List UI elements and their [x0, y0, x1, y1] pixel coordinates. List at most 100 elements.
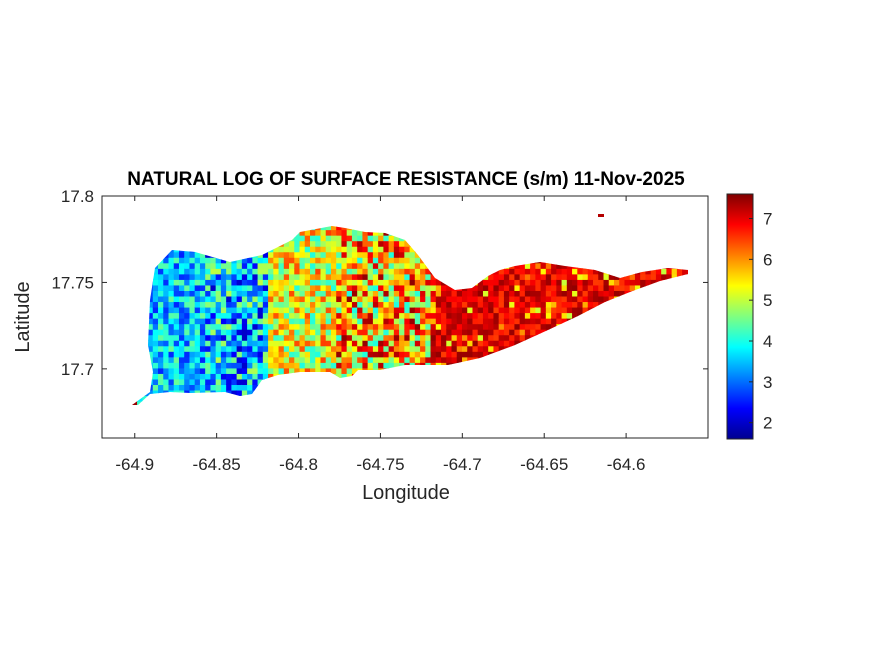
heatmap-cell [257, 301, 264, 308]
heatmap-cell [540, 301, 547, 308]
heatmap-cell [372, 329, 379, 336]
heatmap-cell [294, 284, 301, 291]
heatmap-cell [378, 312, 384, 319]
heatmap-cell [383, 235, 390, 242]
heatmap-cell [372, 246, 379, 253]
heatmap-cell [226, 323, 232, 330]
heatmap-cell [582, 273, 589, 280]
heatmap-cell [163, 384, 170, 391]
heatmap-cell [194, 356, 201, 363]
heatmap-cell [168, 251, 175, 258]
heatmap-cell [304, 345, 311, 352]
heatmap-cell [289, 345, 295, 352]
heatmap-cell [367, 235, 374, 242]
heatmap-cell [315, 345, 322, 352]
heatmap-cell [220, 373, 227, 380]
heatmap-cell [399, 318, 405, 325]
colorbar-tick-label: 6 [763, 250, 772, 269]
heatmap-cell [294, 329, 301, 336]
heatmap-cell [247, 301, 253, 308]
heatmap-cell [215, 284, 222, 291]
heatmap-cell [168, 257, 175, 264]
heatmap-cell [503, 301, 510, 308]
heatmap-cell [184, 356, 191, 363]
heatmap-cell [199, 384, 206, 391]
heatmap-cell [524, 273, 531, 280]
heatmap-cell [545, 273, 552, 280]
heatmap-cell [451, 356, 458, 363]
heatmap-cell [336, 312, 343, 319]
heatmap-cell [320, 268, 327, 275]
heatmap-cell [178, 356, 185, 363]
heatmap-cell [226, 378, 232, 386]
heatmap-cell [540, 306, 547, 314]
heatmap-cell [351, 251, 358, 258]
heatmap-cell [409, 273, 416, 280]
heatmap-cell [226, 273, 232, 280]
heatmap-cell [430, 356, 437, 363]
heatmap-cell [378, 251, 384, 258]
heatmap-cell [320, 312, 327, 319]
heatmap-cell [152, 295, 159, 303]
heatmap-cell [425, 273, 432, 280]
heatmap-cell [289, 351, 295, 358]
heatmap-cell [388, 323, 395, 330]
heatmap-cell [289, 340, 295, 347]
heatmap-cell [498, 284, 505, 291]
x-axis: -64.9 -64.85 -64.8 -64.75 -64.7 -64.65 -64.6 [115, 196, 645, 474]
heatmap-cell [409, 262, 416, 269]
heatmap-cell [325, 246, 332, 253]
heatmap-cell [503, 318, 510, 325]
heatmap-cell [383, 290, 390, 297]
heatmap-cell [283, 362, 290, 369]
heatmap-cell [372, 356, 379, 363]
heatmap-cell [320, 345, 327, 352]
heatmap-cell [294, 251, 301, 258]
heatmap-cell [236, 340, 243, 347]
heatmap-cell [178, 367, 185, 374]
heatmap-cell [519, 301, 526, 308]
heatmap-cell [456, 351, 463, 358]
heatmap-cell [315, 268, 322, 275]
heatmap-cell [514, 323, 521, 330]
heatmap-cell [509, 284, 516, 291]
heatmap-cell [205, 268, 212, 275]
heatmap-cell [168, 273, 175, 280]
heatmap-cell [493, 306, 500, 314]
heatmap-cell [158, 279, 164, 286]
heatmap-cell [399, 268, 405, 275]
heatmap-cell [530, 273, 536, 280]
heatmap-cell [194, 345, 201, 352]
heatmap-cell [435, 318, 442, 325]
heatmap-cell [456, 290, 463, 297]
heatmap-cell [147, 345, 154, 352]
heatmap-cell [262, 257, 269, 264]
heatmap-cell [299, 279, 306, 286]
heatmap-cell [441, 323, 447, 330]
heatmap-cell [451, 295, 458, 303]
heatmap-cell [236, 295, 243, 303]
heatmap-cell [152, 312, 159, 319]
heatmap-cell [320, 262, 327, 269]
heatmap-cell [205, 312, 212, 319]
heatmap-cell [509, 329, 516, 336]
heatmap-cell [315, 229, 322, 236]
heatmap-cell [545, 284, 552, 291]
heatmap-cell [289, 301, 295, 308]
heatmap-cell [393, 284, 400, 291]
heatmap-cell [535, 323, 542, 330]
heatmap-cell [199, 340, 206, 347]
heatmap-cell [441, 351, 447, 358]
heatmap-cell [351, 290, 358, 297]
heatmap-cell [357, 262, 364, 269]
heatmap-cell [404, 246, 411, 253]
heatmap-cell [325, 268, 332, 275]
heatmap-cell [173, 340, 180, 347]
heatmap-cell [168, 334, 175, 341]
heatmap-cell [226, 301, 232, 308]
heatmap-cell [210, 262, 217, 269]
heatmap-cell [241, 367, 248, 374]
heatmap-cell [399, 262, 405, 269]
heatmap-cell [399, 284, 405, 291]
